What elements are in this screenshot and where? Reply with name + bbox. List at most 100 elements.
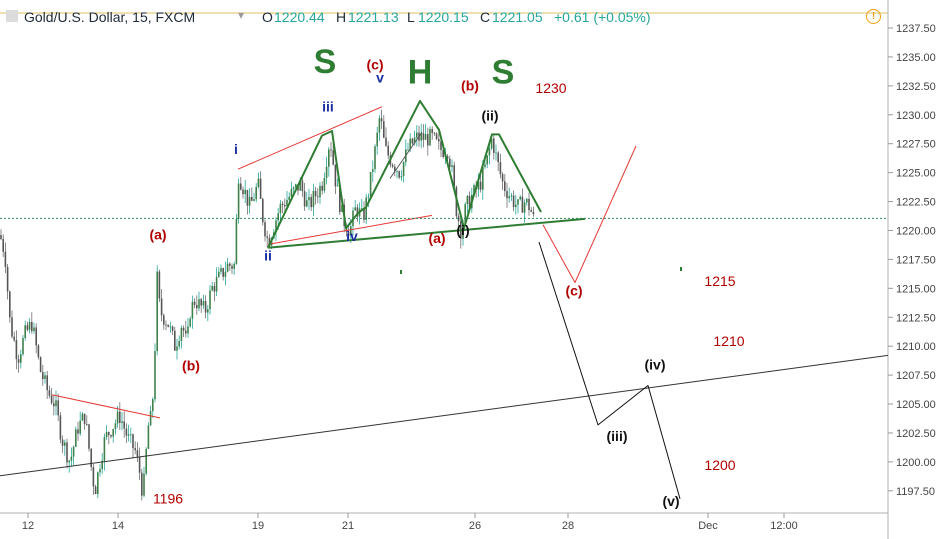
candle-body [310,197,312,208]
y-tick-label: 1222.50 [896,197,936,209]
candle-body [457,216,460,222]
candle-body [301,180,304,192]
y-tick-label: 1227.50 [896,139,936,151]
y-tick-label: 1207.50 [896,370,936,382]
candle-body [532,211,535,215]
symbol-title[interactable]: Gold/U.S. Dollar, 15, FXCM [24,9,196,25]
candle-body [374,146,376,170]
candle-body [449,158,451,167]
y-tick-label: 1217.50 [896,254,936,266]
wave-label: (iii) [607,428,628,444]
neckline [267,217,586,249]
y-tick-label: 1197.50 [896,486,935,498]
candle-body [83,413,86,424]
candle-body [365,197,367,220]
y-tick-label: 1202.50 [896,428,936,440]
candle-body [312,190,315,208]
candle-body [290,188,293,197]
open-key: O [262,9,273,25]
candle-body [473,185,475,195]
candle-body [149,411,152,426]
y-tick-label: 1205.00 [896,399,936,411]
marker-dot [680,267,682,271]
marker-dot [400,270,402,274]
candle-body [231,265,233,269]
candle-body [167,324,169,327]
y-tick-label: 1235.00 [896,52,936,64]
candle-body [42,371,44,380]
candle-body [336,185,339,187]
candle-body [420,133,422,141]
candle-body [180,327,183,342]
candle-body [9,291,11,318]
candle-body [413,137,416,144]
candle-body [279,203,282,214]
red-channel-top [237,106,383,170]
candle-body [429,128,431,146]
low-value: 1220.15 [418,9,469,25]
candle-body [20,354,22,363]
candle-body [108,432,110,436]
candle-body [72,446,75,457]
candle-body [519,196,521,200]
candle-body [319,185,321,198]
candle-body [354,207,356,211]
chart-header: Gold/U.S. Dollar, 15, FXCM ▾ O 1220.44 H… [0,0,888,26]
candle-body [215,276,218,292]
wave-label: H [408,54,433,92]
candle-body [332,150,334,165]
candle-body [369,171,372,197]
candle-body [26,325,29,330]
candle-body [242,189,244,195]
candle-body [75,429,77,447]
candle-body [112,429,114,437]
y-tick-label: 1232.50 [896,81,936,93]
candle-body [451,165,453,167]
candle-body [226,263,229,272]
candle-body [517,199,519,205]
open-value: 1220.44 [274,9,325,25]
candle-body [79,420,81,434]
candle-body [328,149,330,167]
candle-body [202,301,205,306]
candle-body [6,266,9,292]
candle-body [154,351,156,400]
candle-body [97,472,99,495]
candle-body [303,191,306,207]
candle-body [143,473,145,496]
chevron-down-icon[interactable]: ▾ [238,8,245,22]
candle-body [218,271,220,277]
candle-body [257,178,260,187]
candle-body [211,285,213,291]
candle-body [48,390,51,396]
candle-body [356,207,359,217]
candle-body [495,152,497,154]
candle-body [486,155,488,165]
candle-body [50,395,53,404]
wave-label: S [492,54,515,92]
wave-label: (v) [662,493,679,509]
candle-body [508,196,510,199]
candle-body [77,429,79,434]
candle-body [506,191,508,199]
candle-body [158,271,161,299]
candle-body [53,403,55,407]
exclamation-circle-icon[interactable]: ! [866,9,881,24]
price-axis[interactable]: 1237.50 1235.00 1232.50 1230.00 1227.50 1225.… [888,23,936,498]
time-axis[interactable]: 12 14 19 21 26 28 Dec 12:00 [22,513,798,532]
candle-body [442,150,444,157]
wave-label: v [376,69,384,85]
candle-body [2,238,4,252]
candle-body [468,195,471,209]
candle-body [70,456,73,461]
candle-body [407,149,409,151]
wave-label: (b) [461,77,479,93]
candle-body [130,434,132,436]
gray-wedge [389,131,423,179]
candle-body [308,197,310,201]
candle-body [339,185,341,212]
x-tick-label: 14 [112,520,124,532]
wave-label: 1200 [704,457,735,473]
candle-body [440,141,442,151]
